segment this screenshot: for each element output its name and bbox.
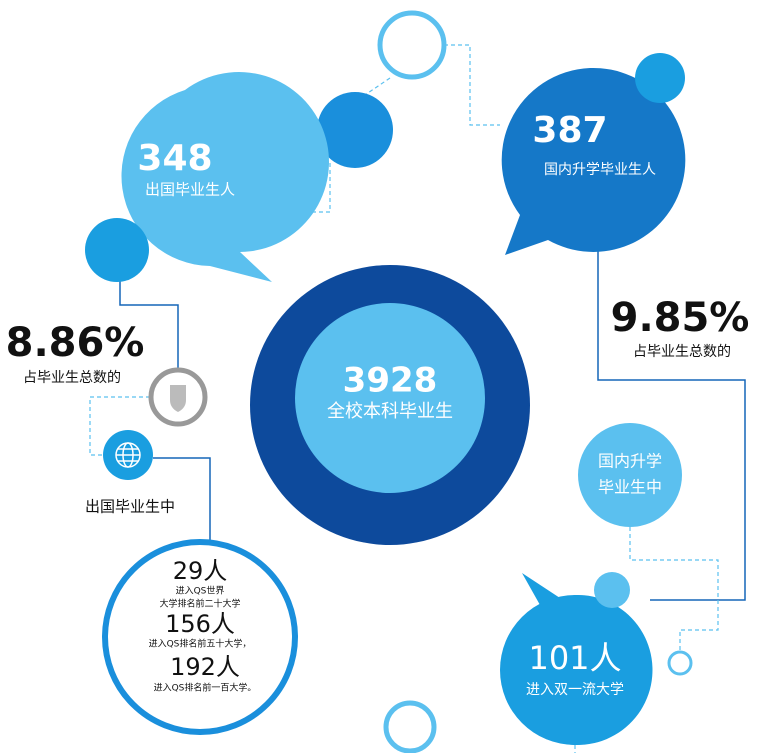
connector xyxy=(119,280,179,370)
connector xyxy=(364,77,391,96)
circle-deco xyxy=(85,218,149,282)
domestic-percent: 9.85% xyxy=(611,295,750,341)
center-core xyxy=(295,303,485,493)
domestic-intro-circle xyxy=(578,423,682,527)
connector xyxy=(153,457,211,545)
domestic-intro: 毕业生中 xyxy=(598,478,662,497)
circle-deco xyxy=(317,92,393,168)
abroad-details-circle xyxy=(102,539,298,735)
center-label: 全校本科毕业生 xyxy=(327,401,453,422)
circle-deco xyxy=(635,53,685,103)
domestic-value: 387 xyxy=(532,110,607,151)
connector xyxy=(270,160,331,213)
domestic-percent-label: 占毕业生总数的 xyxy=(633,344,731,360)
connector xyxy=(629,527,719,651)
ring-deco xyxy=(383,700,437,753)
abroad-value: 348 xyxy=(137,138,212,179)
detail-text: 进入QS排名前五十大学， xyxy=(149,638,252,650)
globe-icon-shape xyxy=(115,442,141,468)
detail-value: 156人 xyxy=(165,610,235,638)
detail-text: 大学排名前二十大学 xyxy=(159,598,240,610)
domestic-intro: 国内升学 xyxy=(598,452,662,471)
connector xyxy=(597,250,746,601)
domestic-bubble xyxy=(501,67,686,255)
abroad-bubble xyxy=(121,72,329,283)
detail-value: 192人 xyxy=(170,653,240,681)
connectors xyxy=(89,44,746,753)
detail-text: 进入QS世界 xyxy=(176,585,225,597)
abroad-label: 出国毕业生人 xyxy=(145,181,235,199)
result-value: 101人 xyxy=(528,639,621,677)
connector xyxy=(89,396,150,456)
connector xyxy=(444,44,500,126)
shield-icon-shape xyxy=(170,385,186,412)
abroad-percent-label: 占毕业生总数的 xyxy=(23,370,121,386)
ring-deco xyxy=(667,650,693,676)
result-bubble-body xyxy=(500,595,650,745)
detail-value: 29人 xyxy=(173,557,228,585)
ring-deco xyxy=(377,10,447,80)
circle-deco xyxy=(594,572,630,608)
domestic-label: 国内升学毕业生人 xyxy=(544,162,656,178)
center-value: 3928 xyxy=(343,361,438,401)
result-label: 进入双一流大学 xyxy=(526,682,624,698)
detail-text: 进入QS排名前一百大学。 xyxy=(154,682,257,694)
abroad-intro: 出国毕业生中 xyxy=(85,498,175,516)
abroad-percent: 8.86% xyxy=(6,320,145,366)
